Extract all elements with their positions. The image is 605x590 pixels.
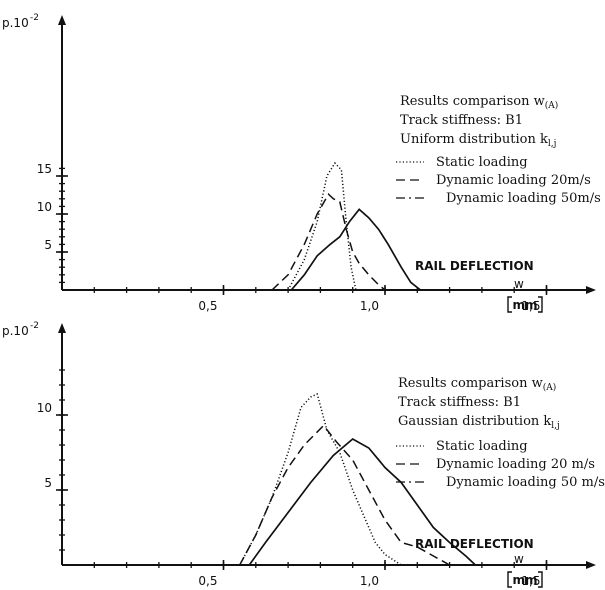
legend-title: Results comparison w(A) bbox=[400, 94, 558, 111]
x-axis-unit: mm bbox=[512, 573, 537, 587]
legend-title-sub: (A) bbox=[543, 382, 557, 393]
legend-distribution-sub: l,j bbox=[548, 139, 557, 149]
legend-track-stiffness: Track stiffness: B1 bbox=[398, 395, 521, 410]
x-axis-symbol: w bbox=[514, 277, 524, 291]
series-line-3 bbox=[290, 208, 422, 291]
y-axis-label: p.10 bbox=[2, 16, 29, 30]
unit-bracket-left bbox=[507, 571, 512, 588]
x-axis-unit: mm bbox=[512, 298, 537, 312]
legend-distribution: Gaussian distribution kl,j bbox=[398, 414, 560, 431]
x-axis-label: RAIL DEFLECTION bbox=[415, 259, 534, 273]
series-line-1 bbox=[239, 392, 402, 566]
legend-title: Results comparison w(A) bbox=[398, 376, 556, 393]
x-axis-arrow bbox=[586, 286, 596, 294]
y-axis-label-exponent: -2 bbox=[30, 13, 39, 23]
y-tick-label: 15 bbox=[37, 162, 52, 176]
series-line-1 bbox=[287, 161, 357, 291]
y-tick-label: 5 bbox=[44, 476, 52, 490]
legend-entry-3: Dynamic loading 50 m/s bbox=[446, 475, 605, 490]
legend-entry-2: Dynamic loading 20m/s bbox=[436, 173, 591, 188]
legend: Results comparison w(A) Track stiffness: … bbox=[396, 94, 601, 206]
legend-entry-1: Static loading bbox=[436, 155, 528, 170]
x-axis-arrow bbox=[586, 561, 596, 569]
legend-entry-2: Dynamic loading 20 m/s bbox=[436, 457, 595, 472]
legend-track-stiffness: Track stiffness: B1 bbox=[400, 113, 523, 128]
y-axis-label: p.10 bbox=[2, 324, 29, 338]
y-axis-arrow bbox=[58, 15, 66, 25]
x-axis-symbol: w bbox=[514, 552, 524, 566]
y-axis-arrow bbox=[58, 323, 66, 333]
unit-bracket-left bbox=[507, 296, 512, 313]
unit-bracket-right bbox=[538, 296, 543, 313]
y-tick-label: 10 bbox=[37, 401, 52, 415]
legend-distribution: Uniform distribution kl,j bbox=[400, 132, 556, 149]
y-tick-label: 5 bbox=[44, 238, 52, 252]
x-tick-label: 1,0 bbox=[360, 574, 379, 588]
x-tick-label: 0,5 bbox=[198, 574, 217, 588]
legend-distribution-sub: l,j bbox=[551, 421, 560, 431]
legend-entry-1: Static loading bbox=[436, 439, 528, 454]
x-axis-label: RAIL DEFLECTION bbox=[415, 537, 534, 551]
legend: Results comparison w(A) Track stiffness: … bbox=[396, 376, 605, 490]
chart-panel-1: 0,5 1,0 1,5 5 10 15 p.10 -2 RAIL DEFLECTION w mm Re… bbox=[2, 13, 601, 313]
x-tick-label: 1,0 bbox=[360, 299, 379, 313]
x-tick-label: 1,5 bbox=[521, 574, 540, 588]
unit-bracket-right bbox=[538, 571, 543, 588]
y-axis-label-exponent: -2 bbox=[30, 321, 39, 331]
x-tick-label: 0,5 bbox=[198, 299, 217, 313]
legend-title-sub: (A) bbox=[545, 100, 559, 111]
legend-entry-3: Dynamic loading 50m/s bbox=[446, 191, 601, 206]
y-tick-label: 10 bbox=[37, 200, 52, 214]
x-tick-label: 1,5 bbox=[521, 299, 540, 313]
series-line-3 bbox=[248, 437, 476, 566]
series-line-2 bbox=[271, 192, 386, 291]
series-line-2 bbox=[239, 424, 450, 566]
